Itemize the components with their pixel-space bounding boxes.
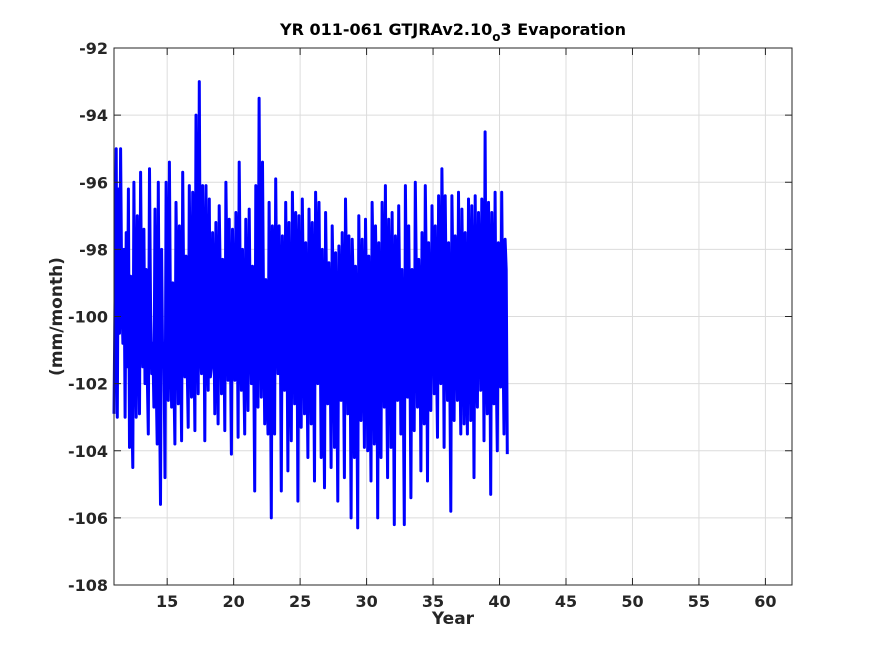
evaporation-series-line xyxy=(112,80,509,530)
y-tick-label: -100 xyxy=(68,308,108,327)
y-tick-label: -92 xyxy=(79,39,108,58)
tick-marks xyxy=(114,47,792,586)
y-tick-label: -96 xyxy=(79,173,108,192)
chart-title-main: YR 011-061 GTJRAv2.10 xyxy=(279,20,492,39)
x-tick-label: 15 xyxy=(156,592,178,611)
x-axis-label: Year xyxy=(431,609,475,629)
chart-title: YR 011-061 GTJRAv2.10o3 Evaporation xyxy=(279,20,626,44)
x-tick-labels: 15 20 25 30 35 40 45 50 55 60 xyxy=(156,592,777,611)
y-tick-label: -106 xyxy=(68,509,108,528)
y-tick-labels: -92 -94 -96 -98 -100 -102 -104 -106 -108 xyxy=(68,39,108,595)
x-tick-label: 55 xyxy=(688,592,710,611)
x-tick-label: 25 xyxy=(289,592,311,611)
x-tick-label: 60 xyxy=(754,592,776,611)
x-tick-label: 50 xyxy=(621,592,643,611)
y-axis-label: (mm/month) xyxy=(47,257,67,376)
x-tick-label: 40 xyxy=(488,592,510,611)
x-tick-label: 45 xyxy=(555,592,577,611)
x-tick-label: 30 xyxy=(355,592,377,611)
x-tick-label: 35 xyxy=(422,592,444,611)
y-tick-label: -104 xyxy=(68,442,108,461)
series-group xyxy=(112,80,509,530)
y-tick-label: -108 xyxy=(68,576,108,595)
y-tick-label: -98 xyxy=(79,240,108,259)
y-tick-label: -102 xyxy=(68,375,108,394)
y-tick-label: -94 xyxy=(79,106,108,125)
chart-title-end: 3 Evaporation xyxy=(500,20,626,39)
x-tick-label: 20 xyxy=(223,592,245,611)
chart-title-subscript: o xyxy=(492,30,500,44)
